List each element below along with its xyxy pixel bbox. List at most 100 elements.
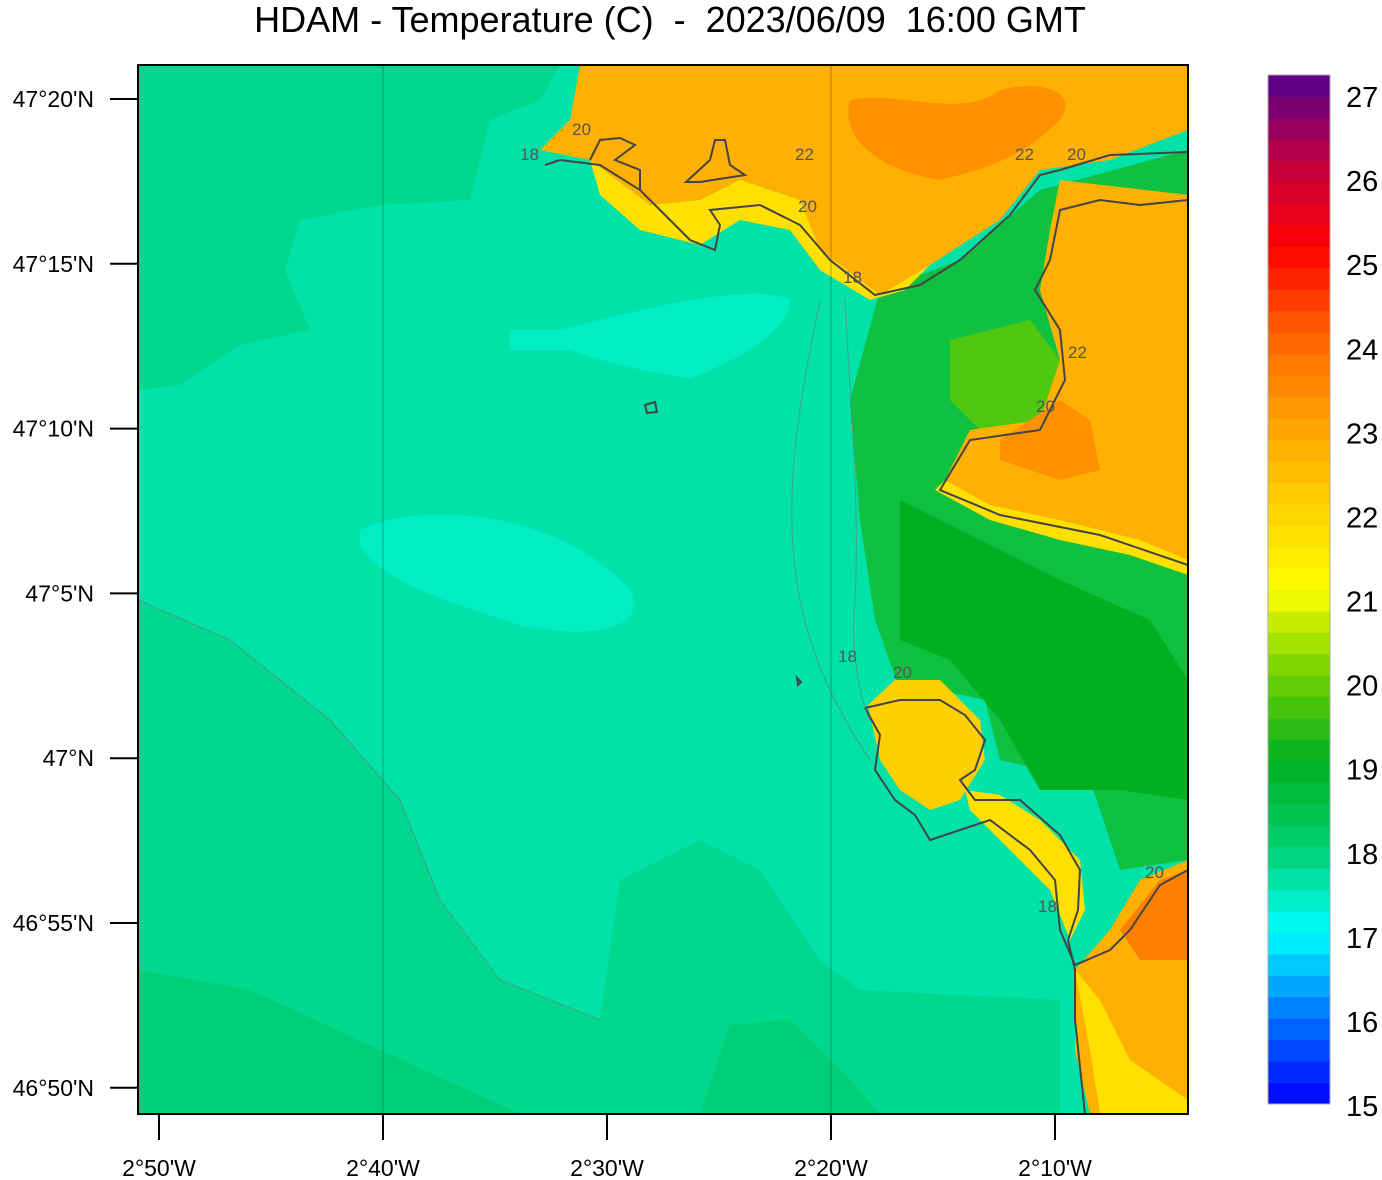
colorbar-swatch <box>1268 546 1330 569</box>
colorbar-label: 25 <box>1346 250 1378 282</box>
land-north-coast <box>590 160 930 300</box>
colorbar-swatch <box>1268 1082 1330 1105</box>
map-axes: 47°20'N 47°15'N 47°10'N 47°5'N 47°N 46°55'N 46… <box>13 86 1093 1180</box>
land-island <box>868 680 985 810</box>
lon-tick-label: 2°20'W <box>794 1155 868 1180</box>
colorbar-swatch <box>1268 225 1330 247</box>
contour-label: 20 <box>572 120 591 139</box>
map-plot-area: 20 18 22 20 18 22 20 22 20 18 20 20 18 <box>138 65 1188 1114</box>
lat-tick-label: 47°20'N <box>13 86 94 112</box>
colorbar-swatch <box>1268 139 1330 162</box>
contour-label: 20 <box>1145 863 1164 882</box>
sea-cool-patch-2 <box>510 293 790 378</box>
land-southeast-coast <box>1075 970 1188 1114</box>
colorbar-swatch <box>1268 75 1330 97</box>
colorbar-swatch <box>1268 375 1330 398</box>
contour-lines <box>138 299 871 1021</box>
lon-tick-label: 2°10'W <box>1018 1155 1092 1180</box>
colorbar-label: 17 <box>1346 923 1378 955</box>
colorbar-swatch <box>1268 525 1330 548</box>
colorbar-label: 19 <box>1346 755 1378 787</box>
colorbar-swatch <box>1268 911 1330 933</box>
lat-tick-label: 47°15'N <box>13 251 94 277</box>
contour-label: 22 <box>1015 145 1034 164</box>
colorbar-swatch <box>1268 610 1330 633</box>
colorbar-swatch <box>1268 803 1330 826</box>
colorbar-swatch <box>1268 782 1330 805</box>
colorbar-swatch <box>1268 889 1330 912</box>
colorbar-swatch <box>1268 460 1330 483</box>
colorbar-swatch <box>1268 310 1330 333</box>
colorbar-swatch <box>1268 975 1330 998</box>
colorbar-label: 15 <box>1346 1091 1378 1123</box>
colorbar-swatch <box>1268 439 1330 462</box>
colorbar-label: 18 <box>1346 839 1378 871</box>
colorbar-swatch <box>1268 246 1330 269</box>
colorbar-swatch <box>1268 1061 1330 1084</box>
colorbar-swatch <box>1268 953 1330 976</box>
colorbar-label: 21 <box>1346 587 1378 619</box>
contour-label: 20 <box>798 197 817 216</box>
lat-tick-label: 46°55'N <box>13 910 94 936</box>
colorbar-label: 23 <box>1346 418 1378 450</box>
contour-label: 18 <box>1038 897 1057 916</box>
land-north-warm <box>848 86 1066 180</box>
colorbar-swatch <box>1268 353 1330 376</box>
colorbar-label: 26 <box>1346 166 1378 198</box>
land-east-warm <box>1000 400 1100 480</box>
plot-frame <box>137 64 1189 1115</box>
lat-tick-label: 47°5'N <box>25 580 94 606</box>
contour-label: 18 <box>838 647 857 666</box>
colorbar-swatch <box>1268 182 1330 205</box>
lat-tick-label: 46°50'N <box>13 1075 94 1101</box>
colorbar-swatch <box>1268 1018 1330 1041</box>
colorbar-swatch <box>1268 117 1330 140</box>
coastline <box>544 136 1188 1114</box>
lat-tick-label: 47°N <box>43 745 94 771</box>
contour-label: 22 <box>1068 343 1087 362</box>
colorbar-swatch <box>1268 503 1330 526</box>
colorbar-swatch <box>1268 996 1330 1019</box>
colorbar-swatch <box>1268 203 1330 226</box>
colorbar-swatch <box>1268 825 1330 848</box>
lon-tick-label: 2°50'W <box>122 1155 196 1180</box>
contour-label: 18 <box>843 268 862 287</box>
colorbar-swatch <box>1268 96 1330 119</box>
colorbar-label: 20 <box>1346 671 1378 703</box>
land-light-green <box>950 320 1060 430</box>
colorbar-swatch <box>1268 160 1330 183</box>
sea-west-band <box>138 65 560 390</box>
colorbar-swatch <box>1268 482 1330 505</box>
contour-label: 18 <box>520 145 539 164</box>
colorbar-swatch <box>1268 846 1330 869</box>
sea-cool-patch-1 <box>360 514 634 632</box>
colorbar: 27 26 25 24 23 22 21 20 19 18 17 16 15 <box>1267 74 1378 1123</box>
colorbar-swatch <box>1268 332 1330 355</box>
map-title: HDAM - Temperature (C) - 2023/06/09 16:0… <box>254 0 1086 40</box>
colorbar-label: 27 <box>1346 82 1378 114</box>
land-coast-strip <box>965 790 1085 940</box>
colorbar-swatch <box>1268 396 1330 419</box>
lon-tick-label: 2°40'W <box>346 1155 420 1180</box>
contour-label: 20 <box>1036 397 1055 416</box>
contour-label: 20 <box>1067 145 1086 164</box>
colorbar-swatch <box>1268 418 1330 440</box>
colorbar-swatch <box>1268 589 1330 612</box>
colorbar-swatch <box>1268 868 1330 891</box>
colorbar-swatch <box>1268 1039 1330 1062</box>
contour-label: 22 <box>795 145 814 164</box>
colorbar-swatch <box>1268 568 1330 590</box>
lon-tick-label: 2°30'W <box>570 1155 644 1180</box>
colorbar-frame <box>1267 74 1331 1105</box>
lat-tick-label: 47°10'N <box>13 416 94 442</box>
colorbar-swatch <box>1268 932 1330 955</box>
colorbar-swatch <box>1268 632 1330 655</box>
contour-label: 20 <box>893 663 912 682</box>
land-east <box>945 180 1188 560</box>
colorbar-swatch <box>1268 718 1330 741</box>
contour-labels: 20 18 22 20 18 22 20 22 20 18 20 20 18 <box>520 120 1164 916</box>
sea-southwest-band <box>138 600 1060 1114</box>
land-green-dark <box>900 500 1188 800</box>
colorbar-label: 16 <box>1346 1007 1378 1039</box>
